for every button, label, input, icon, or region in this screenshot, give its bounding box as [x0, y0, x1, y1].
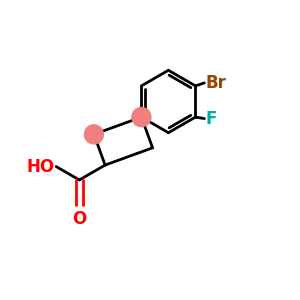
- Text: HO: HO: [27, 158, 55, 175]
- Text: Br: Br: [206, 74, 227, 92]
- Text: O: O: [72, 210, 86, 228]
- Text: F: F: [206, 110, 217, 128]
- Circle shape: [84, 125, 104, 144]
- Circle shape: [132, 108, 151, 127]
